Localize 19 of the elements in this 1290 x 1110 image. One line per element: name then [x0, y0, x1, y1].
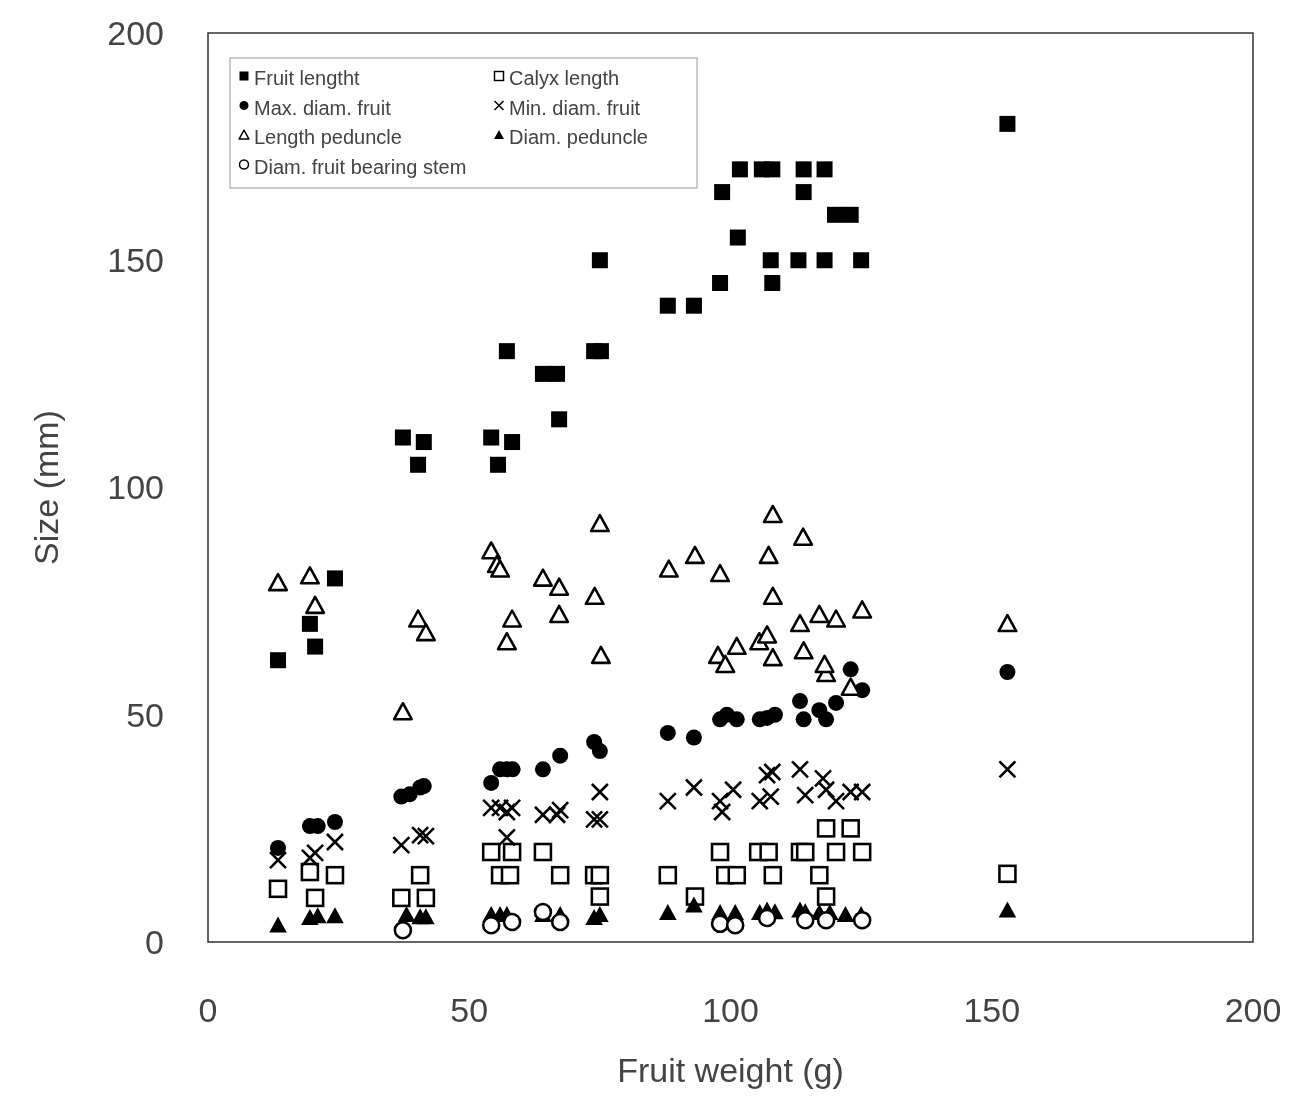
y-tick-label: 50: [126, 695, 164, 734]
legend-label: Diam. fruit bearing stem: [254, 155, 467, 178]
legend-label: Length peduncle: [254, 126, 402, 148]
legend-label: Diam. peduncle: [509, 126, 648, 148]
legend-label: Calyx length: [509, 67, 620, 89]
legend-label: Max. diam. fruit: [254, 96, 392, 119]
x-axis-title: Fruit weight (g): [617, 1051, 844, 1089]
y-tick-label: 0: [145, 922, 164, 961]
legend-label: Fruit lengtht: [254, 67, 361, 89]
x-tick-label: 100: [702, 991, 759, 1029]
x-tick-label: 200: [1224, 991, 1282, 1029]
legend-label: Min. diam. fruit: [509, 96, 641, 119]
y-axis-title: Size (mm): [27, 410, 65, 565]
x-tick-label: 50: [450, 991, 489, 1029]
x-tick-label: 150: [963, 991, 1021, 1029]
x-tick-label: 0: [198, 991, 218, 1029]
y-tick-label: 200: [107, 13, 164, 52]
y-tick-label: 100: [107, 468, 164, 507]
y-tick-label: 150: [107, 241, 164, 280]
